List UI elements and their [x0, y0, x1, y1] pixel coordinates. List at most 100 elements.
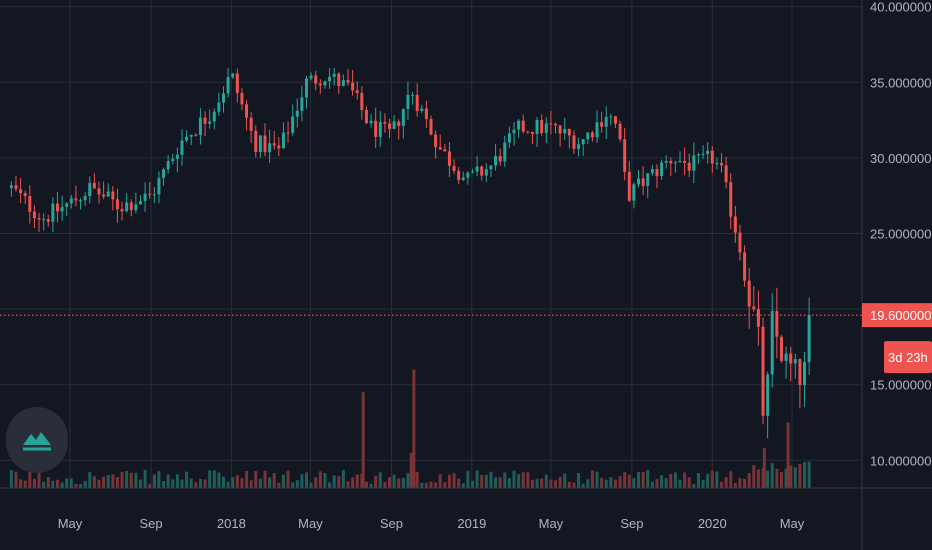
candle-body	[789, 353, 793, 364]
y-tick-label: 35.000000	[870, 75, 931, 90]
candle-body	[554, 123, 558, 126]
volume-bar	[60, 482, 64, 488]
volume-bar	[277, 482, 281, 488]
volume-bar	[318, 471, 322, 488]
countdown-badge	[884, 341, 932, 374]
volume-bar	[221, 476, 225, 488]
candle-body	[572, 135, 576, 149]
candle-body	[369, 120, 373, 124]
candle-body	[32, 211, 36, 219]
volume-bar	[51, 480, 55, 488]
candle-body	[364, 110, 368, 124]
volume-bar	[28, 472, 32, 488]
volume-bar	[701, 479, 705, 488]
volume-bar	[613, 479, 617, 488]
candle-body	[733, 216, 737, 233]
candle-body	[775, 311, 779, 337]
candle-body	[544, 123, 548, 133]
candle-body	[650, 169, 654, 174]
volume-bar	[577, 472, 581, 488]
volume-bar	[208, 470, 212, 488]
volume-bar	[115, 477, 119, 488]
candle-body	[272, 143, 276, 146]
candle-body	[203, 117, 207, 124]
volume-bar	[494, 477, 498, 488]
candle-body	[314, 75, 318, 84]
candle-body	[148, 193, 152, 195]
volume-bar	[447, 474, 451, 488]
candle-body	[46, 219, 50, 222]
candle-body	[715, 163, 719, 165]
current-price-badge	[862, 303, 932, 328]
candle-body	[429, 119, 433, 135]
candle-body	[341, 80, 345, 86]
candle-body	[180, 140, 184, 155]
candle-body	[281, 132, 285, 149]
candle-body	[540, 120, 544, 133]
candle-body	[660, 162, 664, 177]
candle-body	[779, 336, 783, 361]
volume-bar	[245, 470, 249, 488]
volume-bar	[798, 463, 802, 488]
candle-body	[212, 111, 216, 122]
volume-bar	[328, 482, 332, 488]
volume-bar	[369, 483, 373, 488]
candle-body	[613, 116, 617, 124]
volume-bar	[79, 483, 83, 488]
candle-body	[304, 78, 308, 98]
volume-bar	[696, 473, 700, 488]
candle-body	[23, 193, 27, 197]
volume-bar	[498, 477, 502, 488]
volume-bar	[189, 478, 193, 488]
volume-bar	[175, 474, 179, 488]
x-tick-label: 2018	[217, 516, 246, 531]
volume-bar	[512, 470, 516, 488]
candle-body	[641, 178, 645, 186]
x-tick-label: 2019	[457, 516, 486, 531]
candle-body	[397, 121, 401, 126]
volume-bar	[409, 452, 413, 488]
volume-bar	[424, 482, 428, 488]
candle-body	[185, 136, 189, 141]
candle-body	[475, 166, 479, 172]
candle-body	[766, 374, 770, 416]
volume-bar	[738, 478, 742, 488]
volume-bar	[364, 481, 368, 488]
volume-bar	[88, 472, 92, 488]
x-tick-label: May	[780, 516, 805, 531]
candle-body	[189, 134, 193, 137]
volume-bar	[743, 478, 747, 488]
candle-body	[217, 102, 221, 112]
candle-body	[383, 121, 387, 124]
volume-bar	[157, 471, 161, 488]
volume-bar	[572, 482, 576, 488]
volume-bar	[19, 479, 23, 488]
candle-body	[521, 120, 525, 132]
candle-body	[129, 202, 133, 211]
tradingview-logo[interactable]	[6, 407, 68, 473]
volume-bar	[263, 470, 267, 488]
candle-body	[743, 252, 747, 281]
candle-body	[60, 206, 64, 212]
volume-bar	[457, 478, 461, 488]
candle-body	[120, 209, 124, 212]
candle-body	[328, 76, 332, 82]
volume-bar	[378, 472, 382, 488]
volume-bar	[314, 477, 318, 488]
candle-body	[752, 306, 756, 310]
candle-body	[443, 149, 447, 152]
candle-body	[503, 142, 507, 162]
volume-bar	[655, 479, 659, 488]
candle-body	[738, 232, 742, 253]
candle-body	[498, 156, 502, 162]
volume-bar	[401, 477, 405, 488]
volume-bar	[678, 479, 682, 488]
volume-bar	[503, 472, 507, 488]
volume-bar	[609, 477, 613, 488]
volume-bar	[581, 483, 585, 488]
volume-bar	[46, 476, 50, 488]
candle-body	[577, 144, 581, 149]
candle-body	[231, 73, 235, 78]
